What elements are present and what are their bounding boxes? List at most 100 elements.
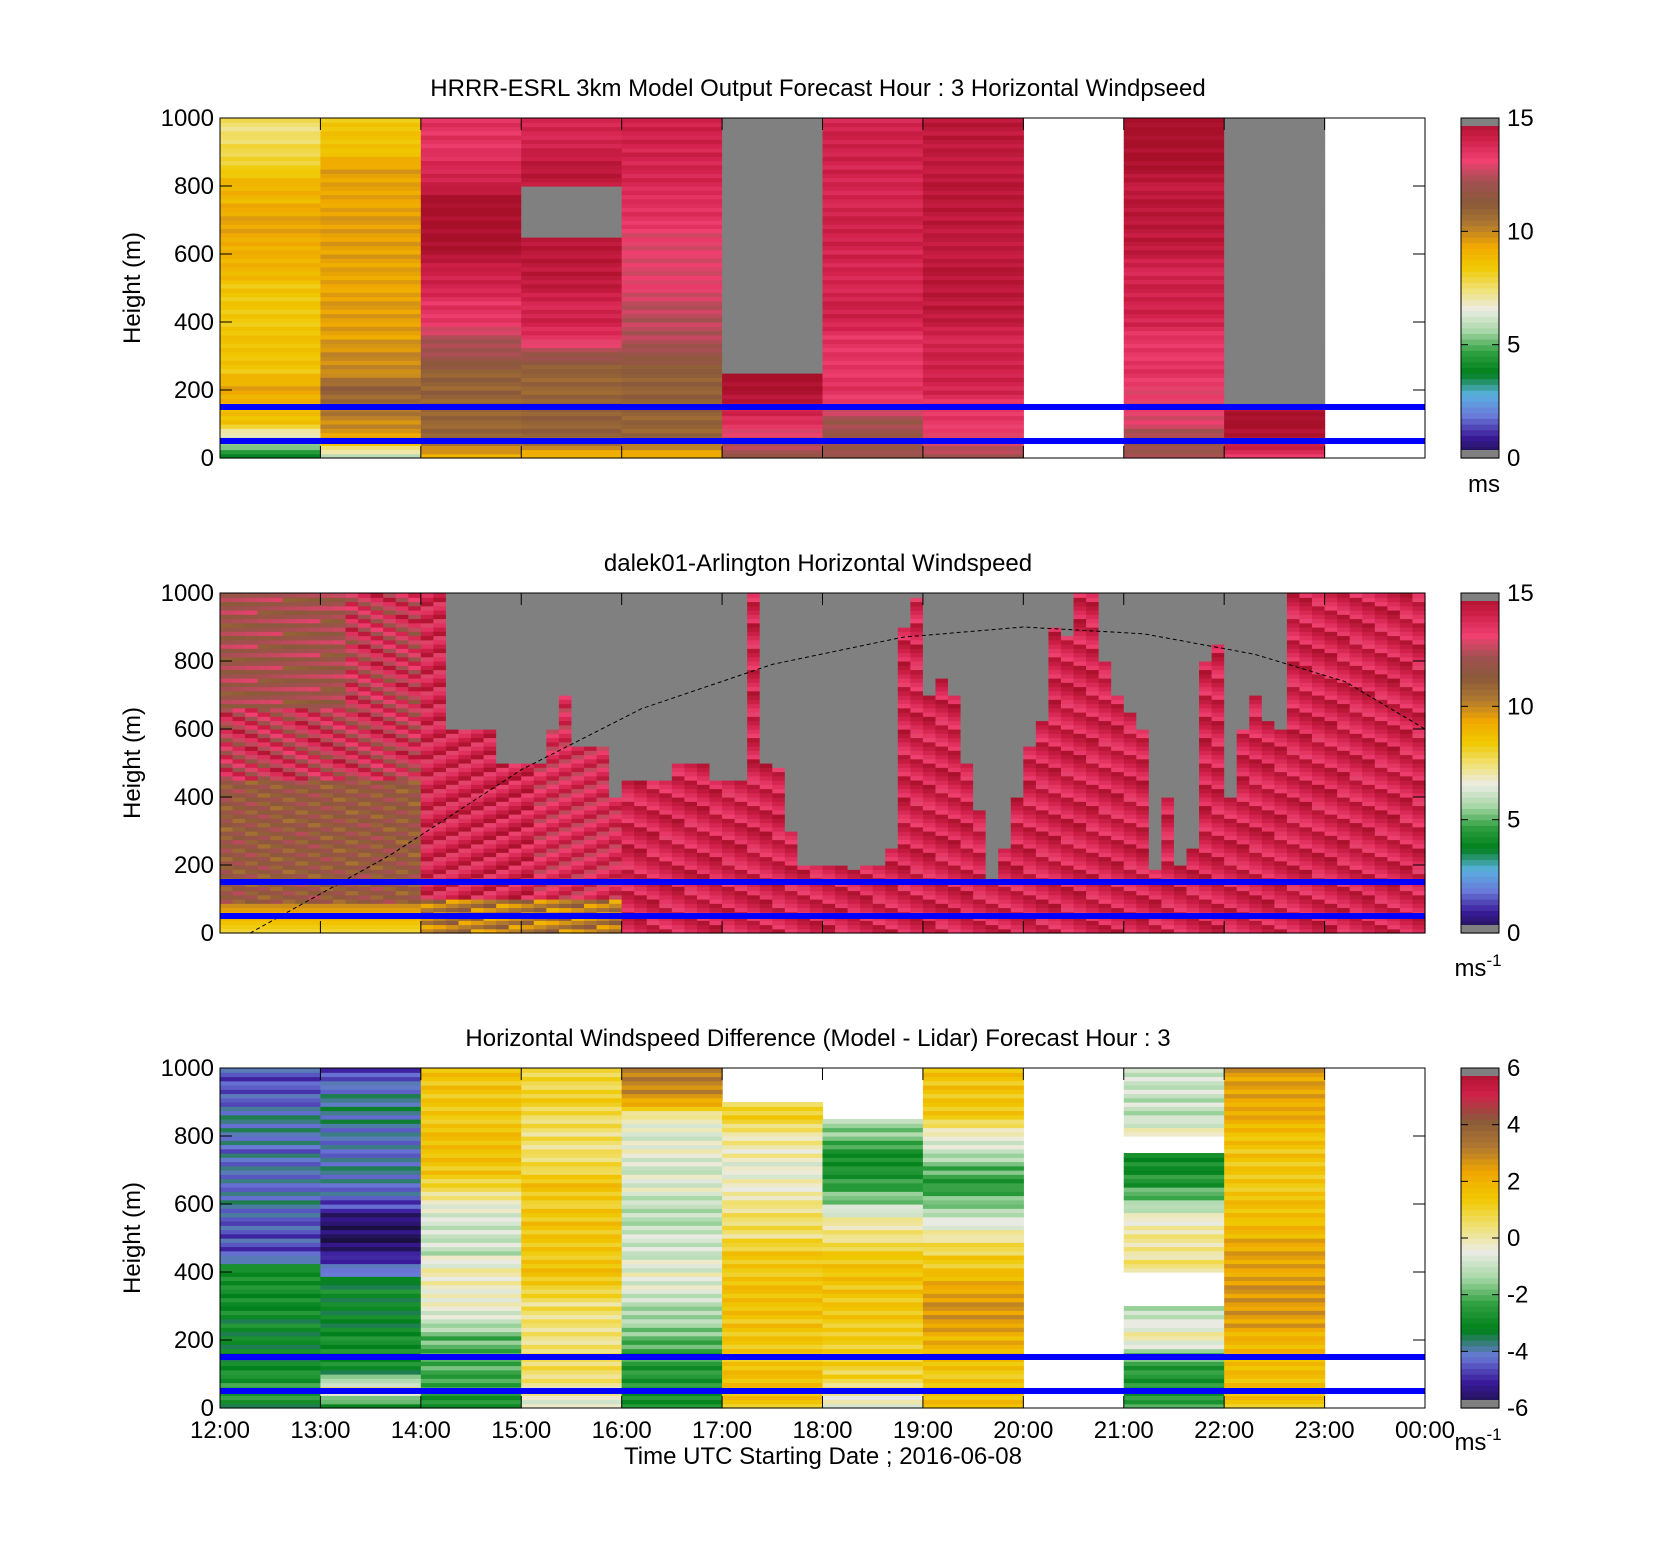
heatmap-cell [345,741,359,747]
heatmap-cell [584,809,598,815]
heatmap-cell [809,614,824,620]
heatmap-cell [621,699,635,705]
heatmap-cell [320,614,334,620]
heatmap-cell [245,775,259,781]
heatmap-cell [282,665,296,671]
heatmap-cell [659,733,673,739]
heatmap-cell [471,707,485,713]
heatmap-cell [609,784,623,790]
heatmap-cell [370,899,384,904]
heatmap-cell [621,220,723,225]
heatmap-cell [332,801,347,807]
heatmap-cell [571,622,585,628]
heatmap-cell [722,245,824,251]
heatmap-cell [684,656,698,662]
heatmap-cell [458,928,472,934]
heatmap-cell [847,775,861,781]
heatmap-cell [458,809,472,815]
heatmap-cell [433,886,447,892]
heatmap-cell [659,903,673,909]
heatmap-cell [1224,385,1326,391]
heatmap-cell [546,843,560,849]
heatmap-cell [1224,135,1326,140]
colorbar-cell [1461,361,1499,368]
heatmap-cell [835,873,849,879]
heatmap-cell [722,424,824,429]
heatmap-cell [922,419,1024,425]
heatmap-cell [320,763,334,768]
heatmap-cell [358,852,372,858]
heatmap-cell [634,788,648,794]
heatmap-cell [584,924,598,930]
heatmap-cell [759,741,773,747]
heatmap-cell [521,232,623,238]
heatmap-cell [835,903,849,909]
heatmap-cell [558,593,573,598]
heatmap-cell [609,801,623,807]
heatmap-cell [734,724,748,730]
heatmap-cell [270,831,284,836]
heatmap-cell [433,826,447,832]
heatmap-cell [546,758,560,764]
heatmap-cell [408,690,422,696]
heatmap-cell [634,818,648,824]
heatmap-cell [282,818,296,824]
colorbar-cell [1461,373,1499,380]
heatmap-cell [1123,177,1225,183]
heatmap-cell [709,690,723,696]
heatmap-cell [922,398,1024,404]
heatmap-cell [621,852,635,858]
heatmap-cell [734,763,748,768]
heatmap-cell [822,792,836,798]
heatmap-cell [282,656,296,662]
heatmap-cell [709,703,723,709]
heatmap-cell [571,665,585,671]
heatmap-cell [747,826,761,832]
heatmap-cell [609,780,623,785]
heatmap-cell [584,873,598,879]
heatmap-cell [596,771,610,777]
heatmap-cell [383,805,397,811]
heatmap-cell [496,797,510,802]
heatmap-cell [835,758,849,764]
heatmap-cell [433,831,447,836]
heatmap-cell [546,703,560,709]
heatmap-cell [370,869,384,875]
heatmap-cell [822,122,924,128]
heatmap-cell [722,130,824,136]
heatmap-cell [508,729,522,734]
heatmap-cell [471,801,485,807]
heatmap-cell [245,720,259,726]
heatmap-cell [533,601,547,607]
heatmap-cell [483,920,497,926]
heatmap-cell [345,665,359,671]
heatmap-cell [395,690,409,696]
heatmap-cell [621,186,723,191]
heatmap-cell [772,635,786,641]
heatmap-cell [671,648,686,654]
heatmap-cell [270,597,284,603]
heatmap-cell [621,152,723,157]
heatmap-cell [847,780,861,785]
heatmap-cell [370,690,384,696]
heatmap-cell [420,712,434,717]
heatmap-cell [320,699,334,705]
heatmap-cell [621,797,635,802]
heatmap-cell [332,826,347,832]
heatmap-cell [483,788,497,794]
heatmap-cell [671,724,686,730]
heatmap-cell [307,622,322,628]
heatmap-cell [709,605,723,611]
heatmap-cell [220,432,322,438]
heatmap-cell [684,610,698,615]
heatmap-cell [220,130,322,136]
heatmap-cell [571,801,585,807]
heatmap-cell [521,686,535,692]
heatmap-cell [684,601,698,607]
heatmap-cell [220,177,322,183]
heatmap-cell [621,215,723,221]
heatmap-cell [772,792,786,798]
heatmap-cell [521,805,535,811]
heatmap-cell [307,678,322,683]
heatmap-cell [408,699,422,705]
